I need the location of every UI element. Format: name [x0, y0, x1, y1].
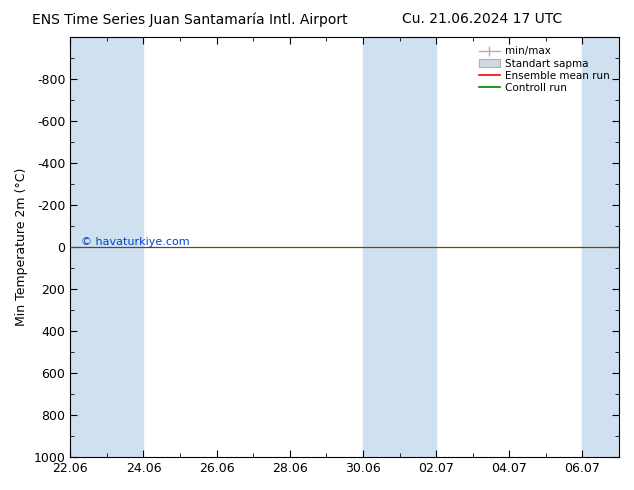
- Bar: [583, 37, 619, 457]
- Y-axis label: Min Temperature 2m (°C): Min Temperature 2m (°C): [15, 168, 28, 326]
- Text: © havaturkiye.com: © havaturkiye.com: [81, 237, 190, 247]
- Text: Cu. 21.06.2024 17 UTC: Cu. 21.06.2024 17 UTC: [402, 12, 562, 26]
- Bar: [70, 37, 143, 457]
- Text: ENS Time Series Juan Santamaría Intl. Airport: ENS Time Series Juan Santamaría Intl. Ai…: [32, 12, 348, 27]
- Legend: min/max, Standart sapma, Ensemble mean run, Controll run: min/max, Standart sapma, Ensemble mean r…: [475, 42, 614, 97]
- Bar: [363, 37, 436, 457]
